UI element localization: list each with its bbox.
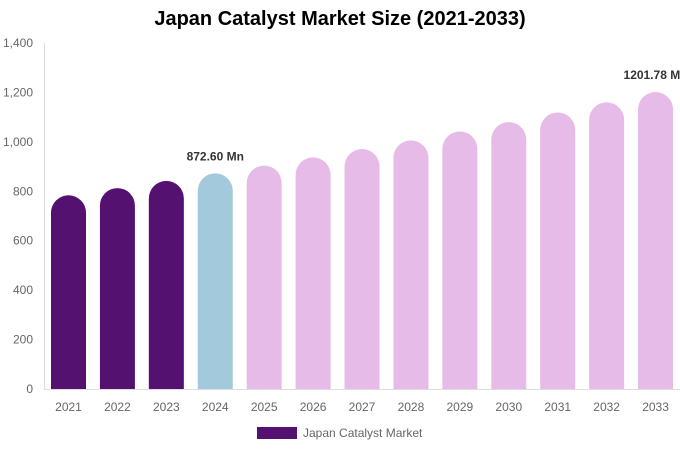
x-tick-label: 2030 <box>495 400 522 414</box>
data-label: 872.60 Mn <box>187 149 244 163</box>
bar-2033 <box>638 91 674 390</box>
bar-2030 <box>491 122 527 389</box>
bar-2021 <box>51 195 86 389</box>
bar-2027 <box>344 149 380 389</box>
x-tick-label: 2022 <box>104 400 131 414</box>
bar-2022 <box>99 188 135 389</box>
x-tick-label: 2027 <box>349 400 376 414</box>
x-tick-label: 2023 <box>153 400 180 414</box>
x-tick-label: 2024 <box>202 400 229 414</box>
bar-2031 <box>540 112 576 389</box>
legend-label: Japan Catalyst Market <box>303 426 423 440</box>
y-tick-label: 0 <box>26 382 33 396</box>
y-tick-label: 400 <box>13 283 33 297</box>
x-tick-label: 2028 <box>398 400 425 414</box>
bar-2024 <box>197 173 233 389</box>
x-tick-label: 2032 <box>593 400 620 414</box>
bar-2029 <box>442 131 478 389</box>
y-tick-label: 800 <box>13 184 33 198</box>
x-tick-label: 2021 <box>55 400 82 414</box>
y-tick-label: 1,200 <box>3 85 33 99</box>
x-tick-label: 2033 <box>642 400 669 414</box>
legend-swatch <box>257 427 297 439</box>
bar-2028 <box>393 140 429 389</box>
x-tick-label: 2029 <box>447 400 474 414</box>
x-tick-label: 2031 <box>544 400 571 414</box>
y-tick-label: 1,000 <box>3 135 33 149</box>
bar-2023 <box>148 180 184 389</box>
y-tick-label: 200 <box>13 333 33 347</box>
x-tick-label: 2025 <box>251 400 278 414</box>
y-tick-label: 600 <box>13 234 33 248</box>
legend[interactable]: Japan Catalyst Market <box>257 426 422 440</box>
bar-2025 <box>246 165 282 389</box>
data-label: 1201.78 Mn <box>624 68 680 82</box>
y-tick-label: 1,400 <box>3 36 33 50</box>
bar-2032 <box>589 102 625 390</box>
x-tick-label: 2026 <box>300 400 327 414</box>
chart-title: Japan Catalyst Market Size (2021-2033) <box>154 8 526 30</box>
bar-2026 <box>295 157 331 389</box>
